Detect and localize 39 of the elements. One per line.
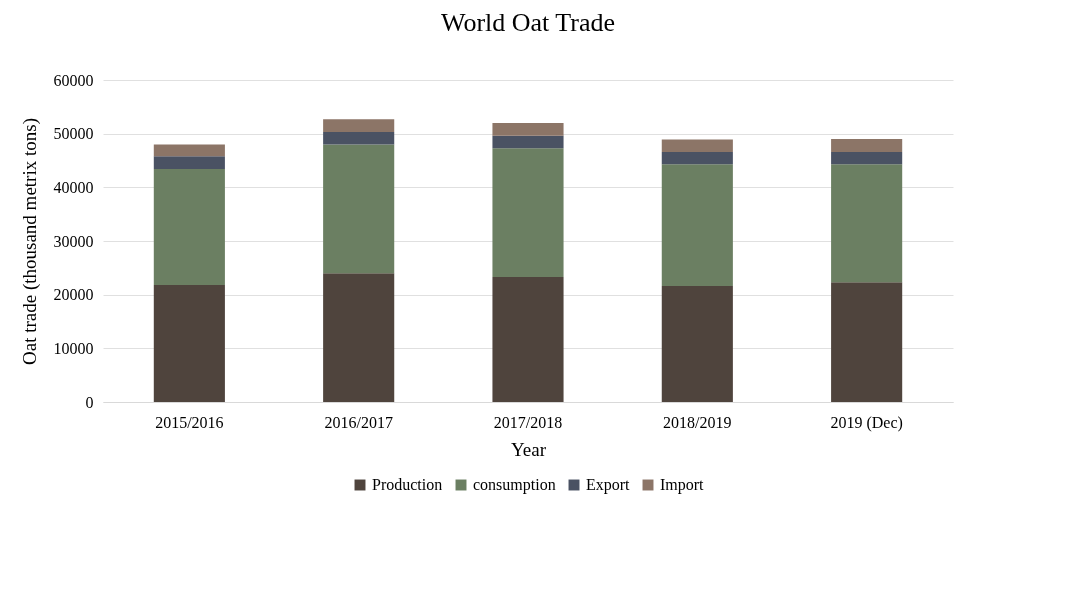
bar (492, 122, 564, 136)
bar (831, 139, 903, 152)
bar (492, 276, 564, 402)
bar (153, 156, 225, 170)
bar (492, 135, 564, 149)
bar (831, 164, 903, 283)
y-axis-title: Oat trade (thousand metrix tons) (18, 118, 41, 365)
bar (323, 273, 395, 402)
legend-label: consumption (473, 476, 556, 494)
bar (831, 151, 903, 165)
y-tick-label: 40000 (53, 178, 94, 196)
x-tick-label: 2015/2016 (155, 413, 224, 431)
bar (661, 286, 733, 402)
bar (323, 119, 395, 133)
x-tick-label: 2019 (Dec) (830, 413, 903, 432)
x-tick-label: 2016/2017 (324, 413, 393, 431)
bar (492, 148, 564, 277)
bar (323, 144, 395, 274)
legend-label: Production (372, 476, 443, 493)
y-tick-label: 20000 (53, 286, 94, 304)
bar (661, 139, 733, 152)
chart-title: World Oat Trade (440, 8, 616, 37)
bar (153, 144, 225, 157)
bar (153, 285, 225, 402)
bar (661, 164, 733, 287)
y-tick-label: 10000 (53, 339, 94, 357)
legend-label: Import (660, 476, 705, 494)
x-axis-title: Year (510, 438, 547, 460)
y-tick-label: 60000 (53, 71, 94, 89)
y-tick-label: 50000 (53, 125, 94, 143)
y-tick-label: 0 (85, 393, 94, 411)
bar (153, 169, 225, 286)
x-tick-label: 2017/2018 (493, 413, 563, 431)
bar (323, 132, 395, 145)
x-tick-label: 2018/2019 (663, 413, 732, 431)
legend-label: Export (586, 476, 631, 494)
y-tick-label: 30000 (53, 232, 94, 250)
bar (661, 151, 733, 165)
bar (831, 282, 903, 402)
